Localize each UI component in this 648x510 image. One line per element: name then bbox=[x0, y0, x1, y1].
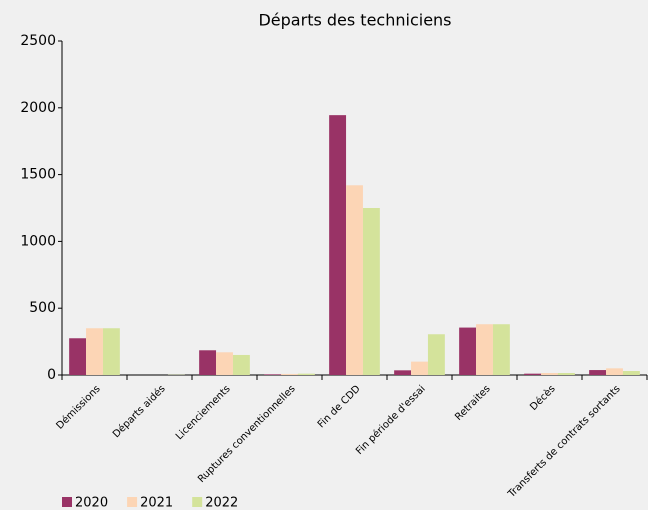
bar bbox=[199, 350, 217, 375]
x-tick-label: Départs aidés bbox=[110, 383, 168, 441]
bar bbox=[329, 115, 347, 375]
bar bbox=[459, 327, 477, 375]
bar bbox=[589, 370, 607, 375]
bar bbox=[541, 372, 558, 375]
x-tick-label: Fin de CDD bbox=[316, 383, 363, 430]
bar bbox=[216, 352, 233, 375]
y-tick-label: 2000 bbox=[20, 100, 56, 116]
y-tick-label: 1000 bbox=[20, 233, 56, 249]
x-tick-label: Retraites bbox=[453, 383, 493, 423]
x-tick-label: Licenciements bbox=[174, 383, 233, 442]
bar bbox=[622, 370, 640, 375]
bar bbox=[281, 373, 298, 375]
y-tick-label: 1500 bbox=[20, 167, 56, 183]
bar bbox=[69, 338, 87, 375]
bar bbox=[492, 324, 510, 375]
bar bbox=[394, 370, 412, 375]
bar bbox=[232, 354, 250, 375]
legend-swatch bbox=[192, 497, 203, 507]
bar bbox=[476, 324, 493, 375]
bar bbox=[346, 185, 363, 375]
y-tick-label: 2500 bbox=[20, 33, 56, 49]
bar bbox=[297, 373, 315, 375]
legend-label: 2021 bbox=[140, 496, 173, 510]
bar bbox=[427, 334, 445, 375]
bar bbox=[102, 328, 120, 375]
bar bbox=[411, 361, 428, 375]
legend-swatch bbox=[127, 497, 138, 507]
bar bbox=[86, 328, 103, 375]
legend-label: 2022 bbox=[205, 496, 238, 510]
bar bbox=[606, 368, 623, 375]
bar bbox=[264, 374, 282, 375]
y-tick-label: 500 bbox=[29, 300, 56, 316]
bar bbox=[362, 208, 380, 375]
x-tick-label: Décès bbox=[528, 383, 558, 413]
x-tick-label: Démissions bbox=[54, 383, 103, 432]
y-tick-label: 0 bbox=[47, 367, 56, 383]
x-tick-label: Transferts de contrats sortants bbox=[506, 383, 623, 500]
bar bbox=[557, 372, 575, 375]
legend-swatch bbox=[62, 497, 72, 507]
x-tick-label: Fin période d'essai bbox=[353, 383, 427, 457]
chart-title: Départs des techniciens bbox=[258, 11, 451, 30]
bar bbox=[524, 373, 542, 375]
legend-label: 2020 bbox=[75, 496, 108, 510]
